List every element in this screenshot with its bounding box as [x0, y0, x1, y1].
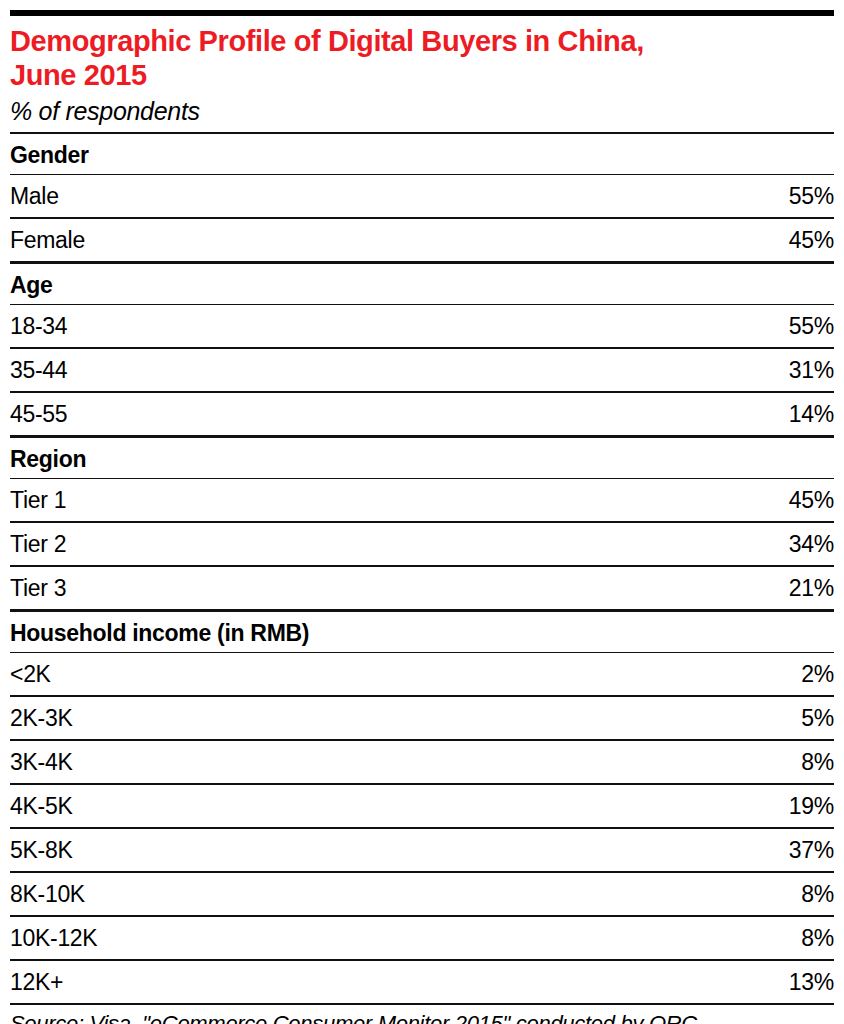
row-value: 8%: [801, 749, 834, 776]
table-row: Tier 1 45%: [10, 479, 834, 523]
row-value: 45%: [789, 487, 834, 514]
table-row: Female 45%: [10, 219, 834, 264]
chart-subtitle: % of respondents: [10, 97, 834, 134]
row-value: 2%: [801, 661, 834, 688]
table-section-region: Region Tier 1 45% Tier 2 34% Tier 3 21%: [10, 438, 834, 612]
row-label: 4K-5K: [10, 793, 72, 820]
source-line1: Source: Visa, "eCommerce Consumer Monito…: [10, 1011, 697, 1024]
table-row: Male 55%: [10, 175, 834, 219]
table-row: Tier 3 21%: [10, 567, 834, 612]
row-value: 37%: [789, 837, 834, 864]
chart-title-line2: June 2015: [10, 59, 147, 91]
row-value: 13%: [789, 969, 834, 996]
table-row: 10K-12K 8%: [10, 917, 834, 961]
table-row: 18-34 55%: [10, 305, 834, 349]
chart-page: Demographic Profile of Digital Buyers in…: [0, 0, 844, 1024]
row-value: 8%: [801, 925, 834, 952]
demographics-table: Gender Male 55% Female 45% Age 18-34 55%…: [10, 134, 834, 1005]
row-value: 21%: [789, 575, 834, 602]
table-row: 4K-5K 19%: [10, 785, 834, 829]
section-header: Gender: [10, 134, 834, 175]
row-label: Female: [10, 227, 85, 254]
table-row: 45-55 14%: [10, 393, 834, 438]
row-label: Tier 1: [10, 487, 66, 514]
row-label: <2K: [10, 661, 51, 688]
row-label: 35-44: [10, 357, 67, 384]
section-header: Region: [10, 438, 834, 479]
row-value: 55%: [789, 313, 834, 340]
row-label: 3K-4K: [10, 749, 72, 776]
source-note: Source: Visa, "eCommerce Consumer Monito…: [10, 1005, 834, 1024]
row-label: 5K-8K: [10, 837, 72, 864]
section-header: Household income (in RMB): [10, 612, 834, 653]
table-row: <2K 2%: [10, 653, 834, 697]
table-section-household-income: Household income (in RMB) <2K 2% 2K-3K 5…: [10, 612, 834, 1005]
row-label: Tier 3: [10, 575, 66, 602]
table-row: 3K-4K 8%: [10, 741, 834, 785]
table-row: 2K-3K 5%: [10, 697, 834, 741]
row-label: 8K-10K: [10, 881, 85, 908]
row-label: Tier 2: [10, 531, 66, 558]
row-label: 2K-3K: [10, 705, 72, 732]
table-row: 8K-10K 8%: [10, 873, 834, 917]
row-value: 45%: [789, 227, 834, 254]
row-label: 45-55: [10, 401, 67, 428]
row-label: 10K-12K: [10, 925, 97, 952]
table-row: 5K-8K 37%: [10, 829, 834, 873]
table-row: Tier 2 34%: [10, 523, 834, 567]
section-header: Age: [10, 264, 834, 305]
table-section-age: Age 18-34 55% 35-44 31% 45-55 14%: [10, 264, 834, 438]
row-label: 18-34: [10, 313, 67, 340]
chart-title-line1: Demographic Profile of Digital Buyers in…: [10, 25, 644, 57]
row-label: 12K+: [10, 969, 63, 996]
row-value: 55%: [789, 183, 834, 210]
table-row: 35-44 31%: [10, 349, 834, 393]
row-value: 19%: [789, 793, 834, 820]
top-rule: [10, 10, 834, 16]
row-label: Male: [10, 183, 59, 210]
chart-title: Demographic Profile of Digital Buyers in…: [10, 24, 750, 92]
row-value: 5%: [801, 705, 834, 732]
table-row: 12K+ 13%: [10, 961, 834, 1005]
table-section-gender: Gender Male 55% Female 45%: [10, 134, 834, 264]
row-value: 34%: [789, 531, 834, 558]
row-value: 31%: [789, 357, 834, 384]
row-value: 14%: [789, 401, 834, 428]
row-value: 8%: [801, 881, 834, 908]
